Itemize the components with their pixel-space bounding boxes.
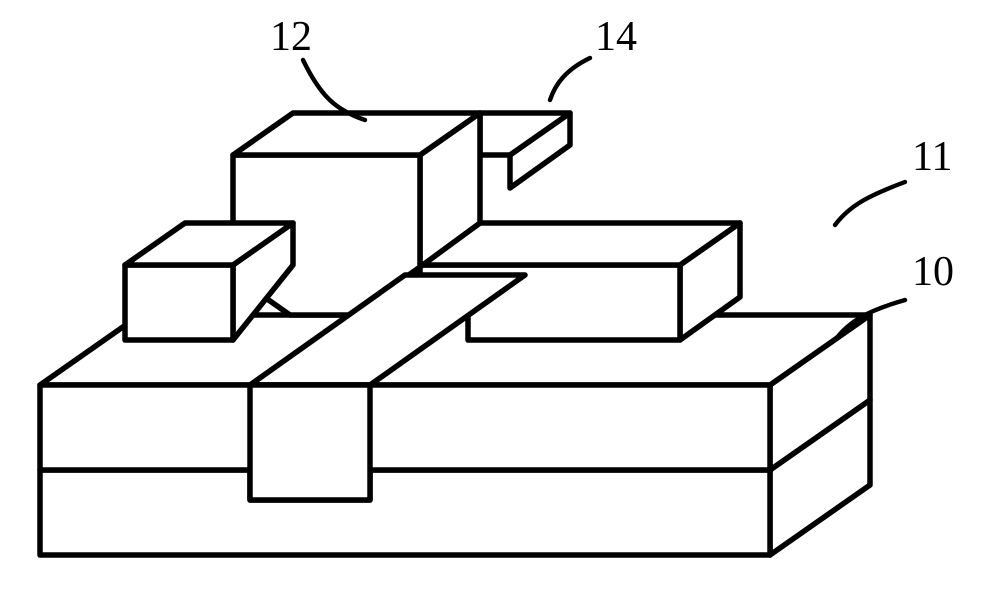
plate-front: [40, 385, 770, 470]
gate-left-front: [125, 265, 233, 340]
base-bottom-front: [40, 470, 770, 555]
label-10: 10: [912, 249, 954, 295]
label-11: 11: [912, 134, 952, 180]
leader-11: [835, 182, 905, 225]
label-12: 12: [270, 14, 312, 60]
fin-front-overlay: [250, 385, 370, 500]
leader-14: [550, 58, 590, 100]
finfet-diagram: 12 14 11 10: [0, 0, 1000, 605]
label-14: 14: [595, 14, 637, 60]
